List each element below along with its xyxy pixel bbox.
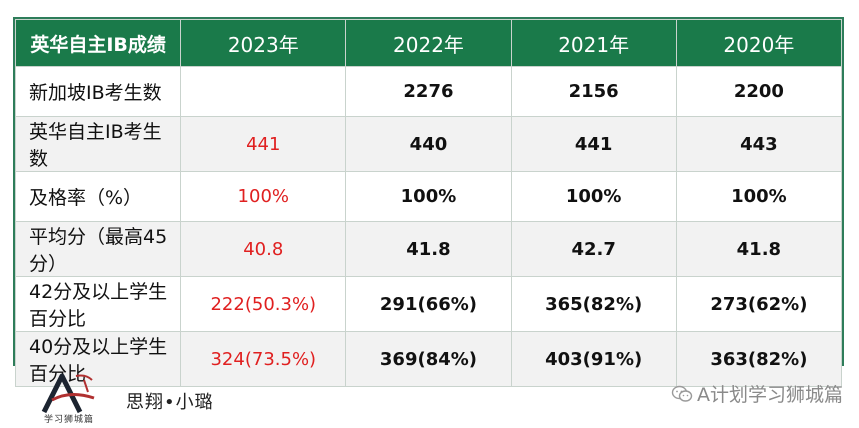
cell-2021: 365(82%) (510, 276, 677, 332)
cell-2022: 291(66%) (345, 276, 512, 332)
cell-2022: 2276 (345, 66, 512, 117)
header-cell-2020: 2020年 (675, 19, 843, 67)
cell-2022: 440 (345, 116, 512, 172)
cell-2021: 2156 (510, 66, 677, 117)
table-row: 40分及以上学生百分比 324(73.5%) 369(84%) 403(91%)… (14, 331, 843, 387)
cell-2023: 222(50.3%) (180, 276, 347, 332)
cell-2020: 273(62%) (675, 276, 843, 332)
ib-results-table: 英华自主IB成绩 2023年 2022年 2021年 2020年 新加坡IB考生… (14, 19, 843, 387)
ib-results-table-wrap: 英华自主IB成绩 2023年 2022年 2021年 2020年 新加坡IB考生… (13, 17, 844, 387)
header-cell-2021: 2021年 (510, 19, 677, 67)
cell-2021: 100% (510, 171, 677, 222)
cell-2023: 324(73.5%) (180, 331, 347, 387)
table-row: 新加坡IB考生数 2276 2156 2200 (14, 66, 843, 117)
table-row: 42分及以上学生百分比 222(50.3%) 291(66%) 365(82%)… (14, 276, 843, 332)
table-row: 平均分（最高45分） 40.8 41.8 42.7 41.8 (14, 221, 843, 277)
row-label: 英华自主IB考生数 (14, 116, 182, 172)
logo (41, 373, 95, 414)
logo-text: 学习狮城篇 (44, 415, 95, 425)
cell-2020: 2200 (675, 66, 843, 117)
cell-2020: 100% (675, 171, 843, 222)
cell-2023: 40.8 (180, 221, 347, 277)
header-cell-2022: 2022年 (345, 19, 512, 67)
row-label: 40分及以上学生百分比 (14, 331, 182, 387)
cell-2021: 403(91%) (510, 331, 677, 387)
header-cell-title: 英华自主IB成绩 (14, 19, 182, 67)
footer: 学习狮城篇 思翔•小璐 A计划学习狮城篇 (0, 366, 859, 428)
row-label: 平均分（最高45分） (14, 221, 182, 277)
author-credit: 思翔•小璐 (126, 392, 214, 413)
table-row: 及格率（%） 100% 100% 100% 100% (14, 171, 843, 222)
wechat-icon (671, 385, 693, 402)
cell-2020: 41.8 (675, 221, 843, 277)
source-attribution: A计划学习狮城篇 (671, 380, 843, 407)
cell-2023: 100% (180, 171, 347, 222)
cell-2022: 41.8 (345, 221, 512, 277)
table-header-row: 英华自主IB成绩 2023年 2022年 2021年 2020年 (14, 19, 843, 67)
cell-2021: 441 (510, 116, 677, 172)
row-label: 42分及以上学生百分比 (14, 276, 182, 332)
cell-2020: 363(82%) (675, 331, 843, 387)
cell-2020: 443 (675, 116, 843, 172)
row-label: 及格率（%） (14, 171, 182, 222)
source-text: A计划学习狮城篇 (697, 384, 843, 406)
cell-2023: 441 (180, 116, 347, 172)
cell-2023 (180, 66, 347, 117)
table-row: 英华自主IB考生数 441 440 441 443 (14, 116, 843, 172)
cell-2022: 100% (345, 171, 512, 222)
row-label: 新加坡IB考生数 (14, 66, 182, 117)
cell-2021: 42.7 (510, 221, 677, 277)
header-cell-2023: 2023年 (180, 19, 347, 67)
cell-2022: 369(84%) (345, 331, 512, 387)
